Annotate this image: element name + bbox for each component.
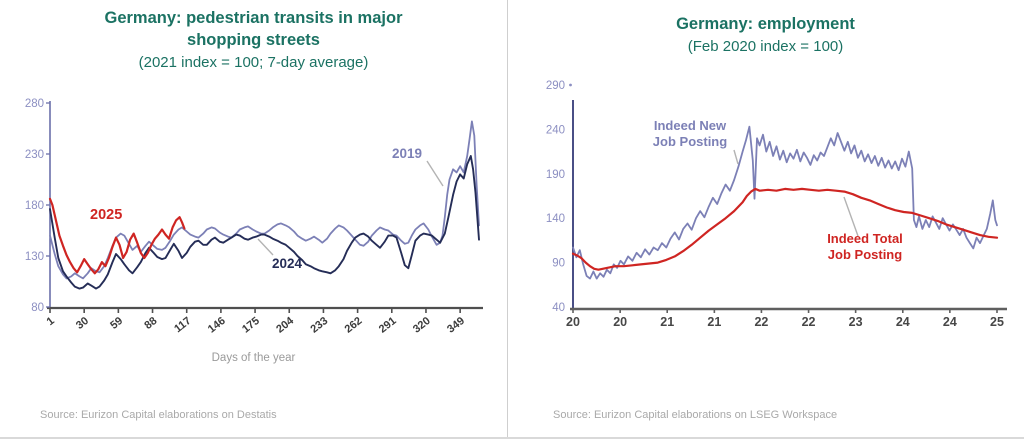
ytick-label: 190 — [546, 169, 565, 181]
ytick-label: 80 — [31, 302, 44, 314]
ytick-label: 280 — [25, 98, 44, 110]
pedestrian-chart-panel: Germany: pedestrian transits in major sh… — [0, 0, 507, 437]
ytick-label: 90 — [552, 258, 565, 270]
annotation-2024: 2024 — [272, 256, 303, 271]
ytick-label: 180 — [25, 200, 44, 212]
right-chart-subtitle: (Feb 2020 index = 100) — [687, 37, 844, 55]
annotation-leader-line — [843, 196, 859, 237]
ytick-label: 140 — [546, 213, 565, 225]
left-chart-title: Germany: pedestrian transits in major sh… — [0, 8, 507, 72]
annotation-indeed-new-job-posting: Indeed New Job Posting — [653, 118, 727, 149]
right-chart-title-line1: Germany: employment — [676, 15, 855, 33]
xtick-label: 1 — [45, 315, 57, 328]
annotation-leader-line — [426, 160, 444, 187]
employment-chart-panel: Germany: employment (Feb 2020 index = 10… — [507, 0, 1024, 437]
xtick-label: 20 — [566, 315, 580, 329]
annotation-indeed-total-job-posting: Indeed Total Job Posting — [827, 231, 903, 262]
xtick-label: 21 — [707, 315, 721, 329]
xtick-label: 23 — [849, 315, 863, 329]
xtick-label: 291 — [377, 315, 399, 336]
xtick-label: 30 — [74, 315, 91, 332]
xtick-label: 22 — [754, 315, 768, 329]
xtick-label: 22 — [802, 315, 816, 329]
xtick-label: 175 — [240, 315, 262, 336]
panel-divider — [507, 0, 508, 437]
ytick-label: 130 — [25, 251, 44, 263]
left-source-note: Source: Eurizon Capital elaborations on … — [40, 409, 277, 421]
left-chart-title-line1: Germany: pedestrian transits in major — [104, 9, 403, 27]
left-chart-title-line2: shopping streets — [187, 30, 320, 49]
xtick-label: 88 — [142, 315, 159, 332]
xtick-label: 117 — [172, 315, 193, 335]
xtick-label: 21 — [660, 315, 674, 329]
right-chart-title: Germany: employment (Feb 2020 index = 10… — [507, 14, 1024, 57]
annotation-leader-line — [733, 149, 739, 165]
series-line-indeed-total-job-posting — [571, 187, 999, 271]
series-line-indeed-new-job-posting — [572, 125, 998, 280]
xtick-label: 349 — [445, 315, 467, 336]
series-line-2024 — [49, 155, 480, 290]
left-x-axis-title: Days of the year — [211, 352, 296, 364]
xtick-label: 320 — [411, 315, 433, 336]
series-line-2025 — [48, 197, 186, 275]
xtick-label: 59 — [108, 315, 125, 332]
ytick-label: 230 — [25, 149, 44, 161]
xtick-label: 20 — [613, 315, 627, 329]
right-source-note: Source: Eurizon Capital elaborations on … — [553, 409, 838, 421]
ytick-label: 290 — [546, 80, 565, 92]
xtick-label: 25 — [990, 315, 1004, 329]
ytick-label: 240 — [546, 124, 565, 136]
left-chart-subtitle: (2021 index = 100; 7-day average) — [138, 53, 369, 71]
ytick-label: 40 — [552, 302, 565, 314]
annotation-2025: 2025 — [90, 207, 122, 223]
xtick-label: 262 — [343, 315, 365, 336]
xtick-label: 204 — [274, 314, 297, 335]
annotation-2019: 2019 — [392, 146, 422, 161]
annotation-leader-line — [257, 238, 274, 256]
xtick-label: 146 — [206, 315, 228, 336]
y-axis-top-tick — [569, 83, 572, 87]
xtick-label: 24 — [943, 315, 957, 329]
xtick-label: 233 — [308, 315, 330, 336]
xtick-label: 24 — [896, 315, 910, 329]
series-line-2019 — [49, 120, 480, 280]
